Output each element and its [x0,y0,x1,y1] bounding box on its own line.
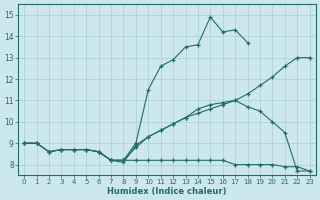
X-axis label: Humidex (Indice chaleur): Humidex (Indice chaleur) [107,187,227,196]
